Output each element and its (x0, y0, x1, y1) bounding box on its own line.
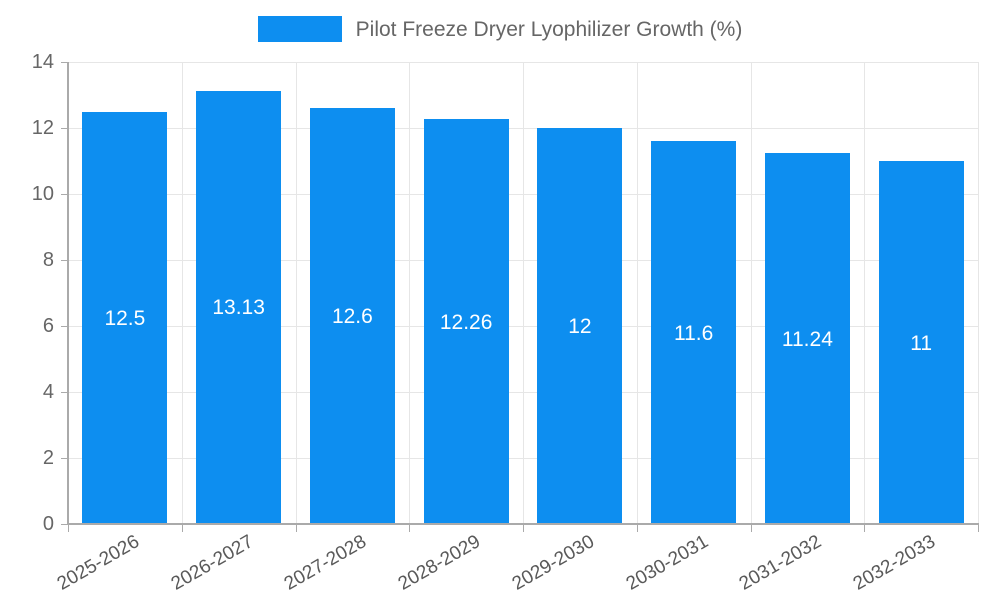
legend-color-swatch[interactable] (257, 16, 342, 42)
x-tick-mark (409, 524, 410, 532)
y-tick-label: 14 (31, 51, 54, 73)
bar-value-label: 12.6 (331, 305, 373, 329)
gridline-vertical (864, 62, 865, 524)
bar[interactable]: 12.6 (309, 108, 395, 524)
legend-label: Pilot Freeze Dryer Lyophilizer Growth (%… (355, 17, 743, 41)
y-tick-label: 12 (31, 117, 54, 139)
gridline-vertical (751, 62, 752, 524)
bar-value-label: 11.24 (781, 327, 833, 351)
gridline-vertical (523, 62, 524, 524)
y-tick-label: 0 (42, 513, 54, 535)
y-tick-mark (61, 524, 68, 525)
bar-value-label: 12.26 (439, 310, 493, 334)
y-tick-mark (61, 260, 68, 261)
x-tick-mark (182, 524, 183, 532)
x-tick-label: 2032-2033 (849, 531, 940, 595)
bar[interactable]: 13.13 (196, 90, 282, 524)
x-tick-label: 2025-2026 (53, 531, 143, 595)
y-tick-mark (61, 392, 68, 393)
x-tick-label: 2028-2029 (394, 531, 485, 595)
gridline-vertical (978, 62, 979, 524)
bar[interactable]: 11.24 (764, 153, 850, 524)
bar-value-label: 11.6 (673, 321, 714, 345)
x-tick-label: 2031-2032 (736, 531, 826, 595)
y-tick-label: 4 (42, 381, 54, 403)
plot-area: 12.5 13.13 12.6 12.26 12 11.6 11.24 11 (68, 62, 979, 525)
x-tick-mark (68, 524, 69, 532)
bar[interactable]: 12.26 (423, 119, 509, 524)
bar-value-label: 12 (568, 315, 592, 338)
y-tick-mark (61, 62, 68, 63)
y-tick-label: 2 (42, 447, 54, 469)
bar[interactable]: 11 (878, 161, 964, 524)
y-tick-mark (61, 326, 68, 327)
y-tick-label: 8 (42, 249, 54, 271)
y-tick-mark (61, 194, 68, 195)
x-tick-label: 2027-2028 (281, 531, 371, 595)
gridline-vertical (409, 62, 410, 524)
x-tick-mark (296, 524, 297, 532)
y-tick-mark (61, 458, 68, 459)
y-tick-label: 10 (31, 183, 54, 205)
gridline-vertical (182, 62, 183, 524)
bar-value-label: 11 (910, 331, 933, 355)
bar[interactable]: 12.5 (82, 111, 168, 524)
bar[interactable]: 12 (537, 128, 623, 524)
gridline-vertical (296, 62, 297, 524)
y-tick-label: 6 (42, 315, 54, 337)
chart-legend: Pilot Freeze Dryer Lyophilizer Growth (%… (0, 14, 1000, 44)
x-tick-mark (978, 524, 979, 532)
bar-value-label: 12.5 (104, 306, 146, 330)
x-tick-mark (751, 524, 752, 532)
gridline-vertical (637, 62, 638, 524)
x-tick-mark (864, 524, 865, 532)
bar[interactable]: 11.6 (651, 141, 737, 524)
x-tick-label: 2029-2030 (508, 531, 598, 595)
x-tick-label: 2030-2031 (622, 531, 712, 595)
x-tick-mark (523, 524, 524, 532)
x-tick-label: 2026-2027 (167, 531, 257, 595)
bar-value-label: 13.13 (212, 296, 265, 320)
y-axis-line (67, 62, 69, 525)
x-tick-mark (637, 524, 638, 532)
y-tick-mark (61, 128, 68, 129)
